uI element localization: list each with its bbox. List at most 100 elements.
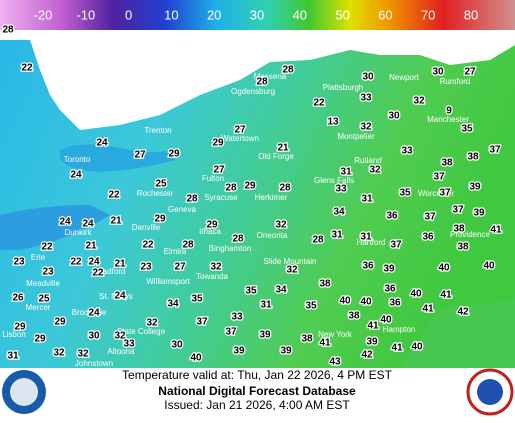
temperature-label: 24	[70, 170, 82, 181]
legend-label: -20	[34, 7, 53, 22]
temperature-label: 32	[275, 220, 287, 231]
temperature-label: 35	[399, 188, 411, 199]
temperature-label: 36	[362, 261, 374, 272]
temperature-label: 38	[457, 242, 469, 253]
temperature-label: 22	[41, 242, 53, 253]
valid-time: Temperature valid at: Thu, Jan 22 2026, …	[122, 368, 393, 382]
temperature-label: 34	[275, 285, 287, 296]
temperature-label: 33	[335, 184, 347, 195]
city-label: Oneonta	[257, 231, 288, 240]
temperature-label: 37	[424, 212, 436, 223]
city-label: Slide Mountain	[264, 257, 317, 266]
temperature-label: 22	[313, 98, 325, 109]
temperature-label: 23	[140, 262, 152, 273]
temperature-label: 30	[88, 331, 100, 342]
city-label: Lisbon	[2, 330, 26, 339]
temperature-label: 24	[88, 308, 100, 319]
city-label: Rochester	[137, 189, 174, 198]
temperature-label: 38	[453, 224, 465, 235]
temperature-label: 31	[331, 230, 343, 241]
temperature-label: 24	[88, 257, 100, 268]
temperature-label: 39	[233, 346, 245, 357]
legend-label: 0	[125, 7, 132, 22]
temperature-label: 36	[386, 211, 398, 222]
temperature-label: 28	[282, 65, 294, 76]
temperature-label: 21	[110, 216, 122, 227]
temperature-label: 39	[280, 346, 292, 357]
temperature-label: 28	[2, 25, 14, 36]
temperature-label: 40	[190, 353, 202, 364]
temperature-label: 31	[360, 232, 372, 243]
temperature-label: 38	[301, 334, 313, 345]
city-label: Binghamton	[209, 244, 252, 253]
temperature-label: 23	[13, 257, 25, 268]
temperature-label: 38	[467, 152, 479, 163]
city-label: Towanda	[196, 272, 229, 281]
temperature-label: 22	[142, 240, 154, 251]
temperature-label: 37	[225, 327, 237, 338]
legend-label: -10	[76, 7, 95, 22]
temperature-label: 28	[182, 240, 194, 251]
temperature-label: 37	[452, 205, 464, 216]
city-label: Ithaca	[199, 227, 221, 236]
temperature-label: 32	[114, 331, 126, 342]
temperature-label: 29	[14, 322, 26, 333]
temperature-label: 32	[360, 122, 372, 133]
temperature-label: 30	[362, 72, 374, 83]
temperature-label: 36	[422, 232, 434, 243]
temperature-label: 25	[38, 294, 50, 305]
temperature-label: 27	[464, 67, 476, 78]
temperature-label: 23	[42, 267, 54, 278]
temperature-label: 9	[446, 106, 452, 117]
temperature-label: 40	[411, 342, 423, 353]
city-label: Toronto	[64, 155, 91, 164]
temperature-label: 39	[366, 337, 378, 348]
temperature-label: 37	[489, 145, 501, 156]
temperature-label: 27	[174, 262, 186, 273]
temperature-label: 37	[390, 240, 402, 251]
temperature-label: 29	[244, 181, 256, 192]
temperature-label: 28	[256, 77, 268, 88]
temperature-label: 30	[432, 67, 444, 78]
temperature-label: 21	[85, 241, 97, 252]
temperature-label: 32	[286, 265, 298, 276]
temperature-label: 28	[232, 234, 244, 245]
footer-title: National Digital Forecast Database	[158, 384, 356, 398]
temperature-label: 40	[438, 263, 450, 274]
temperature-label: 32	[146, 318, 158, 329]
city-label: New York	[318, 330, 353, 339]
city-label: St. Marys	[99, 292, 133, 301]
legend-label: 60	[378, 7, 392, 22]
no-data-region	[0, 30, 515, 130]
noaa-logo-inner	[10, 378, 38, 406]
temperature-label: 31	[340, 167, 352, 178]
temperature-label: 22	[108, 190, 120, 201]
temperature-label: 29	[154, 214, 166, 225]
city-label: Rutland	[354, 156, 382, 165]
city-label: Bradford	[95, 267, 126, 276]
temperature-label: 28	[186, 194, 198, 205]
city-label: Massena	[254, 72, 287, 81]
temperature-label: 40	[360, 297, 372, 308]
temperature-label: 30	[171, 340, 183, 351]
city-label: State College	[117, 327, 166, 336]
temperature-label: 32	[210, 262, 222, 273]
temperature-label: 35	[461, 124, 473, 135]
city-label: Fulton	[202, 174, 224, 183]
temperature-label: 33	[123, 339, 135, 350]
temperature-label: 41	[319, 338, 331, 349]
temperature-label: 41	[440, 290, 452, 301]
temperature-label: 38	[441, 158, 453, 169]
temperature-label: 24	[59, 217, 71, 228]
temperature-label: 22	[70, 257, 82, 268]
temperature-label: 29	[34, 334, 46, 345]
city-label: Meadville	[26, 279, 60, 288]
temperature-label: 35	[305, 301, 317, 312]
legend-label: 20	[207, 7, 221, 22]
temperature-label: 29	[206, 220, 218, 231]
temperature-label: 13	[327, 117, 339, 128]
city-label: Rumford	[440, 77, 471, 86]
temperature-label: 39	[473, 208, 485, 219]
temperature-label: 39	[259, 330, 271, 341]
